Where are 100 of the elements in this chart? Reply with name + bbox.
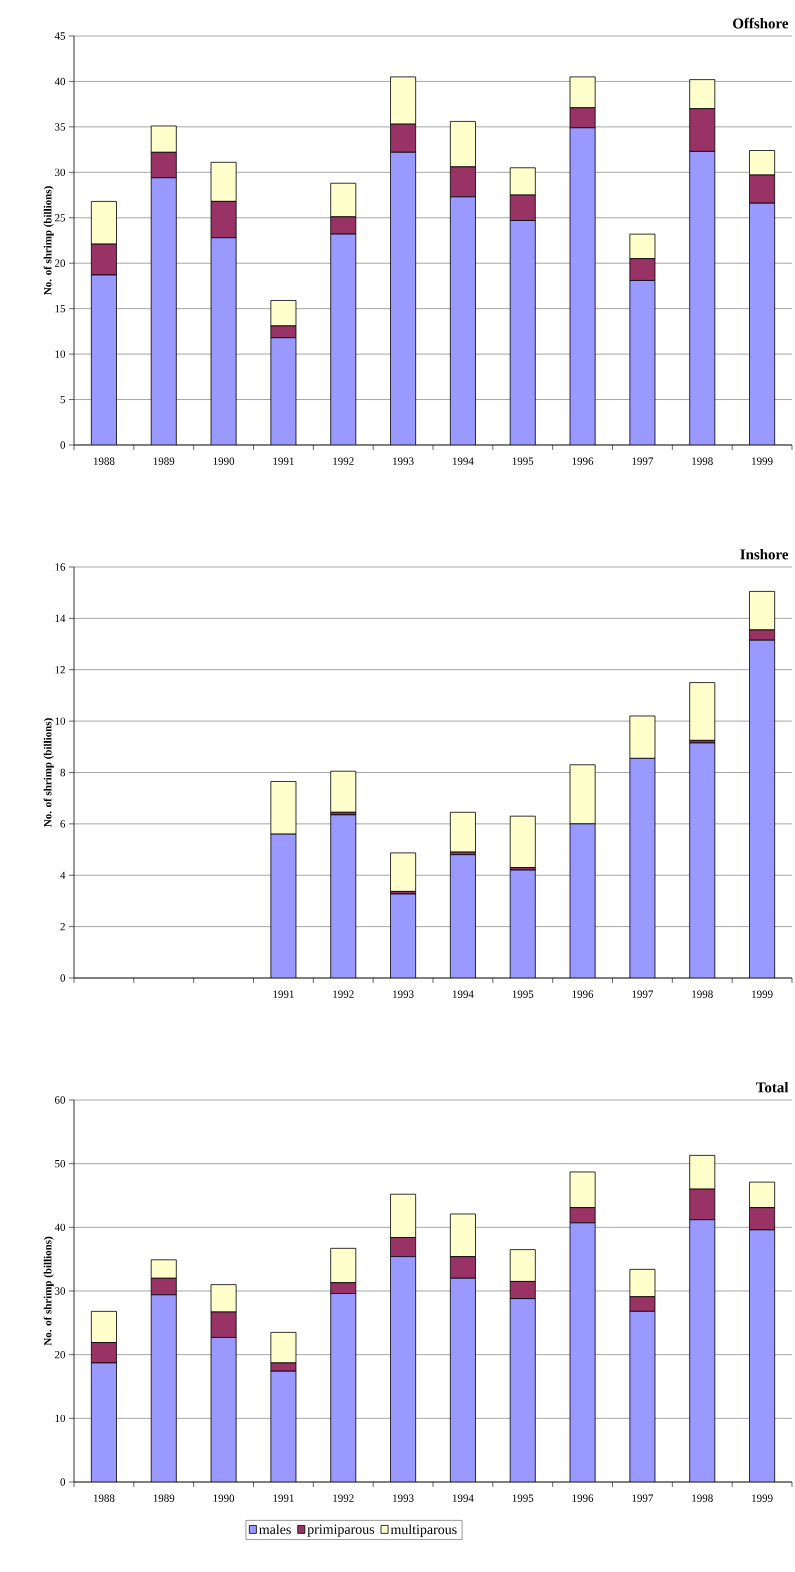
y-tick-label: 16: [55, 563, 66, 571]
bar: [689, 151, 715, 445]
bar: [270, 1371, 296, 1482]
bar: [510, 870, 536, 978]
y-tick-label: 40: [54, 1223, 66, 1232]
bar: [91, 275, 117, 445]
y-tick-label: 12: [55, 666, 65, 674]
y-tick-label: 0: [60, 1478, 66, 1486]
chart-title: Total: [756, 1081, 789, 1093]
x-tick-label: 1999: [752, 457, 773, 465]
bar: [270, 337, 296, 445]
bar: [270, 834, 296, 978]
chart-title: Offshore: [733, 17, 789, 29]
bar: [390, 894, 416, 978]
legend-label: primiparous: [307, 1524, 375, 1537]
y-tick-label: 6: [60, 820, 66, 828]
bar: [330, 814, 356, 978]
x-tick-label: 1992: [333, 1494, 354, 1502]
bar: [689, 742, 715, 978]
x-tick-label: 1992: [333, 457, 354, 465]
x-tick-label: 1999: [752, 1494, 773, 1502]
x-tick-label: 1999: [752, 990, 773, 998]
x-tick-label: 1993: [393, 457, 414, 465]
x-tick-label: 1994: [452, 1494, 474, 1502]
x-tick-label: 1989: [153, 1494, 175, 1502]
bar: [211, 237, 237, 445]
x-tick-label: 1997: [632, 457, 654, 465]
bar: [390, 852, 417, 892]
x-tick-label: 1991: [273, 1494, 294, 1502]
bar: [689, 1219, 715, 1482]
y-axis-title: No. of shrimp (billions): [43, 1236, 54, 1346]
bar: [629, 715, 656, 759]
y-tick-label: 30: [55, 168, 66, 177]
bar: [570, 823, 596, 978]
y-tick-label: 10: [55, 1414, 66, 1423]
bar: [151, 177, 177, 445]
y-tick-label: 60: [54, 1096, 66, 1104]
bar: [450, 854, 476, 978]
bar: [330, 234, 356, 445]
y-axis-title: No. of shrimp (billions): [43, 718, 54, 827]
bar: [450, 196, 476, 445]
bar: [570, 127, 596, 445]
x-tick-label: 1989: [153, 457, 175, 465]
bar: [151, 1294, 177, 1482]
x-tick-label: 1991: [273, 457, 294, 465]
bar: [629, 758, 655, 978]
y-tick-label: 45: [54, 32, 66, 40]
x-tick-label: 1997: [632, 1494, 654, 1502]
bar: [510, 1298, 536, 1482]
x-tick-label: 1996: [572, 457, 594, 465]
bar: [689, 682, 716, 741]
y-tick-label: 14: [55, 614, 66, 622]
chart-title: Inshore: [740, 548, 789, 560]
y-tick-label: 25: [55, 214, 66, 222]
bar: [629, 1311, 655, 1482]
bar: [91, 1362, 117, 1482]
x-tick-label: 1996: [572, 990, 594, 998]
x-tick-label: 1997: [632, 990, 654, 998]
x-tick-label: 1995: [512, 990, 534, 998]
bar: [749, 202, 776, 445]
x-tick-label: 1998: [692, 990, 713, 998]
y-tick-label: 10: [55, 350, 66, 358]
bar: [510, 220, 536, 445]
x-tick-label: 1990: [213, 457, 235, 465]
legend-label: males: [259, 1524, 291, 1535]
y-tick-label: 4: [60, 871, 66, 879]
y-tick-label: 2: [60, 923, 65, 931]
bar: [509, 815, 536, 868]
bar: [330, 770, 357, 813]
y-tick-label: 40: [54, 77, 66, 86]
x-tick-label: 1990: [213, 1494, 235, 1502]
x-tick-label: 1992: [333, 990, 354, 998]
bar: [390, 152, 416, 445]
legend-label: multiparous: [390, 1524, 457, 1538]
x-tick-label: 1995: [512, 1494, 534, 1502]
y-tick-label: 50: [55, 1159, 66, 1168]
y-axis-title: No. of shrimp (billions): [43, 186, 54, 295]
bar: [390, 1256, 416, 1482]
y-tick-label: 20: [55, 259, 66, 267]
x-tick-label: 1993: [393, 1494, 414, 1502]
x-tick-label: 1988: [93, 1494, 115, 1502]
y-tick-label: 0: [60, 441, 66, 449]
bar: [449, 811, 476, 853]
bar: [629, 280, 655, 445]
x-tick-label: 1996: [572, 1494, 594, 1502]
bar: [330, 1293, 356, 1482]
x-tick-label: 1988: [93, 457, 115, 465]
x-tick-label: 1998: [692, 1494, 713, 1502]
y-tick-label: 15: [55, 304, 66, 313]
y-tick-label: 8: [60, 768, 66, 777]
bar: [749, 639, 776, 978]
bar: [569, 764, 596, 825]
x-tick-label: 1993: [393, 990, 414, 998]
x-tick-label: 1994: [452, 990, 474, 998]
x-tick-label: 1994: [452, 457, 474, 465]
bar: [450, 1278, 476, 1482]
x-tick-label: 1998: [692, 457, 713, 465]
y-tick-label: 10: [55, 717, 66, 725]
y-tick-label: 30: [55, 1287, 66, 1295]
x-tick-label: 1995: [512, 457, 534, 465]
